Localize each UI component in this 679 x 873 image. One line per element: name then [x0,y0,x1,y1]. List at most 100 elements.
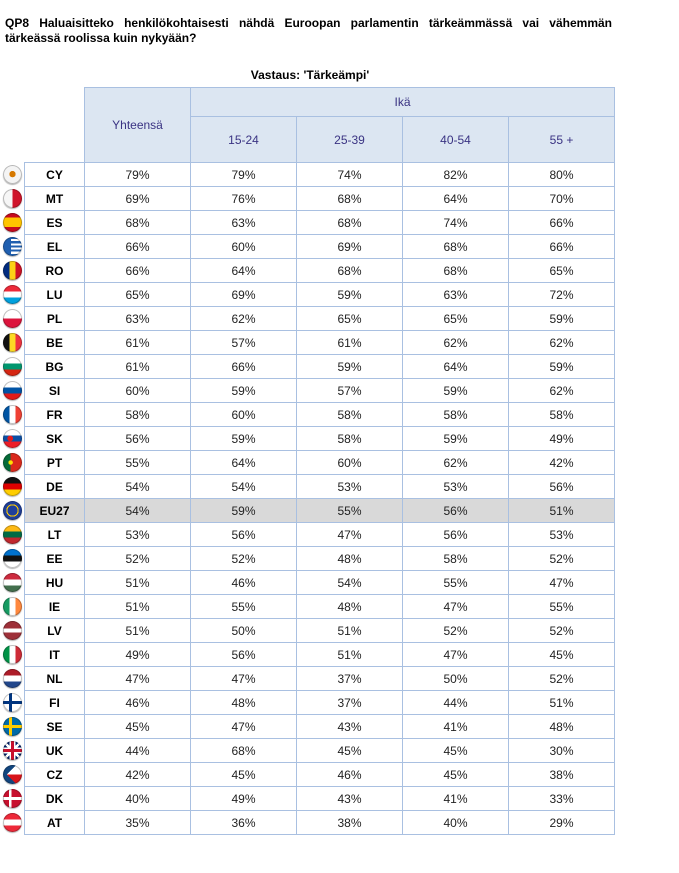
flag-cell [0,547,25,571]
value-age-55-plus: 80% [508,162,615,187]
value-age-15-24: 68% [190,738,297,763]
table-row: FR 58% 60% 58% 58% 58% [0,402,615,427]
header-age-25-39: 25-39 [296,116,403,163]
value-age-25-39: 74% [296,162,403,187]
value-total: 68% [84,210,191,235]
country-code: LT [24,522,85,547]
value-age-40-54: 40% [402,810,509,835]
header-age-15-24: 15-24 [190,116,297,163]
value-age-40-54: 68% [402,258,509,283]
header-age-group: Ikä [190,87,615,117]
value-age-25-39: 45% [296,738,403,763]
table-row: SE 45% 47% 43% 41% 48% [0,714,615,739]
value-age-15-24: 47% [190,714,297,739]
malta-flag-icon [2,189,22,208]
estonia-flag-icon [2,549,22,568]
value-total: 58% [84,402,191,427]
value-age-40-54: 58% [402,546,509,571]
value-age-55-plus: 33% [508,786,615,811]
value-age-25-39: 58% [296,402,403,427]
value-age-40-54: 58% [402,402,509,427]
value-age-55-plus: 42% [508,450,615,475]
value-total: 40% [84,786,191,811]
value-age-55-plus: 52% [508,666,615,691]
value-age-40-54: 55% [402,570,509,595]
value-age-25-39: 65% [296,306,403,331]
flag-cell [0,811,25,835]
country-code: SE [24,714,85,739]
value-total: 53% [84,522,191,547]
table-row: IE 51% 55% 48% 47% 55% [0,594,615,619]
flag-cell [0,307,25,331]
value-age-15-24: 60% [190,234,297,259]
slovenia-flag-icon [2,381,22,400]
value-total: 55% [84,450,191,475]
value-age-40-54: 63% [402,282,509,307]
hungary-flag-icon [2,573,22,592]
value-age-55-plus: 38% [508,762,615,787]
value-age-15-24: 63% [190,210,297,235]
flag-cell [0,379,25,403]
uk-flag-icon [2,741,22,760]
table-row: MT 69% 76% 68% 64% 70% [0,186,615,211]
value-age-25-39: 53% [296,474,403,499]
country-code: NL [24,666,85,691]
value-age-25-39: 55% [296,498,403,523]
table-row: LU 65% 69% 59% 63% 72% [0,282,615,307]
greece-flag-icon [2,237,22,256]
table-row: LV 51% 50% 51% 52% 52% [0,618,615,643]
spain-flag-icon [2,213,22,232]
country-code: LV [24,618,85,643]
value-age-40-54: 64% [402,186,509,211]
denmark-flag-icon [2,789,22,808]
value-age-15-24: 57% [190,330,297,355]
table-row: RO 66% 64% 68% 68% 65% [0,258,615,283]
portugal-flag-icon [2,453,22,472]
country-code: DK [24,786,85,811]
bulgaria-flag-icon [2,357,22,376]
value-total: 61% [84,354,191,379]
value-age-15-24: 59% [190,378,297,403]
value-age-40-54: 64% [402,354,509,379]
table-row: ES 68% 63% 68% 74% 66% [0,210,615,235]
value-age-40-54: 62% [402,330,509,355]
flag-cell [0,211,25,235]
flag-cell [0,355,25,379]
value-age-55-plus: 66% [508,234,615,259]
country-code: LU [24,282,85,307]
table-row: LT 53% 56% 47% 56% 53% [0,522,615,547]
value-age-25-39: 43% [296,714,403,739]
czech-flag-icon [2,765,22,784]
country-code: SI [24,378,85,403]
country-code: DE [24,474,85,499]
slovakia-flag-icon [2,429,22,448]
table-row: CZ 42% 45% 46% 45% 38% [0,762,615,787]
value-age-25-39: 38% [296,810,403,835]
value-total: 60% [84,378,191,403]
value-age-55-plus: 45% [508,642,615,667]
france-flag-icon [2,405,22,424]
table-row: UK 44% 68% 45% 45% 30% [0,738,615,763]
header-empty [25,117,85,163]
value-age-15-24: 69% [190,282,297,307]
value-age-15-24: 66% [190,354,297,379]
value-age-40-54: 82% [402,162,509,187]
value-age-15-24: 55% [190,594,297,619]
italy-flag-icon [2,645,22,664]
value-age-55-plus: 58% [508,402,615,427]
eu-flag-icon [2,501,22,520]
value-total: 54% [84,498,191,523]
value-age-25-39: 48% [296,546,403,571]
value-age-55-plus: 53% [508,522,615,547]
netherlands-flag-icon [2,669,22,688]
header-age-40-54: 40-54 [402,116,509,163]
value-age-40-54: 45% [402,762,509,787]
value-age-55-plus: 47% [508,570,615,595]
country-code: SK [24,426,85,451]
value-age-55-plus: 55% [508,594,615,619]
country-code: EL [24,234,85,259]
flag-cell [0,499,25,523]
value-age-25-39: 59% [296,354,403,379]
value-age-15-24: 64% [190,258,297,283]
value-age-25-39: 51% [296,618,403,643]
